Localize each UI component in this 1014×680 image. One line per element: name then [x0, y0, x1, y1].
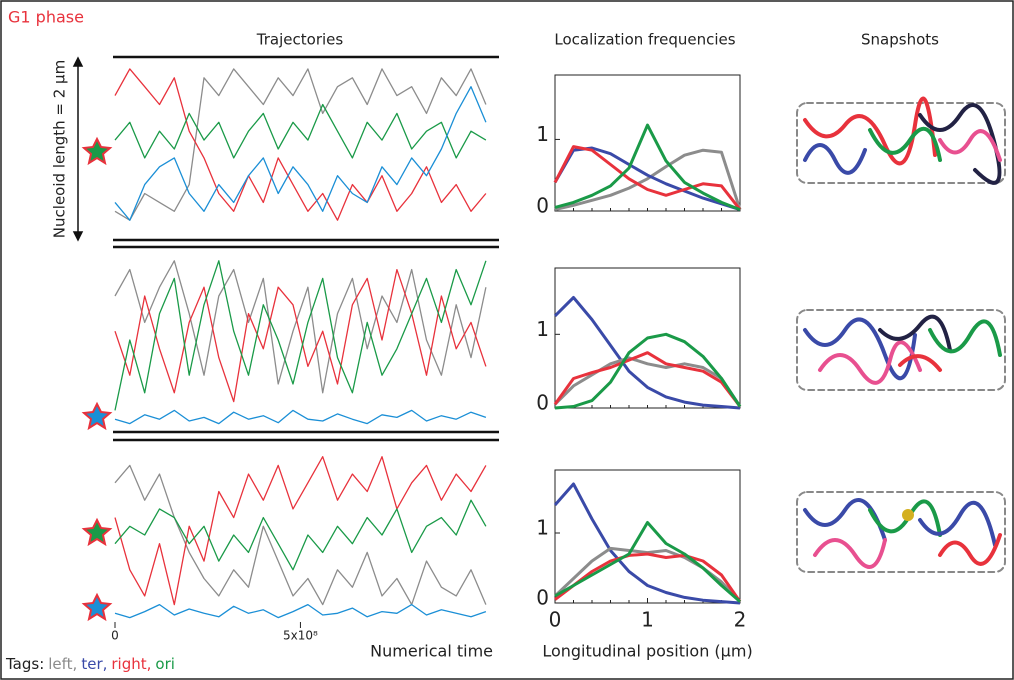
x-tick-label: 0	[549, 608, 562, 632]
trajectory	[114, 103, 487, 159]
figure-label: G1 phase	[8, 8, 84, 27]
y-tick-label: 1	[536, 122, 549, 146]
trajectory	[114, 499, 487, 571]
frequency-curve	[554, 123, 741, 211]
trajectory	[114, 456, 487, 606]
tag: ori	[155, 655, 175, 673]
x-tick-label: 0	[111, 629, 119, 643]
x-tick-label: 1	[641, 608, 654, 632]
trajectory	[114, 409, 487, 425]
frequency-curve	[553, 351, 742, 408]
trajectory	[114, 68, 487, 221]
y-tick-label: 1	[536, 317, 549, 341]
y-axis-label: Nucleoid length = 2 µm	[51, 60, 69, 238]
x-tick-label: 5x10⁸	[283, 629, 318, 643]
column-title: Trajectories	[256, 31, 344, 49]
y-tick-label: 0	[536, 194, 549, 218]
trajectory	[114, 260, 487, 394]
x-axis-label: Numerical time	[370, 642, 493, 661]
x-tick-label: 2	[734, 608, 747, 632]
length-arrow	[72, 56, 84, 242]
trajectory	[114, 603, 487, 619]
tag: right,	[111, 655, 151, 673]
anchor-stars	[81, 136, 113, 622]
frequency-curve	[554, 148, 742, 212]
tags-label: Tags:	[5, 655, 44, 673]
frequency-curve	[554, 332, 742, 410]
y-tick-label: 1	[536, 516, 549, 540]
column-title: Localization frequencies	[554, 31, 735, 49]
x-axis-label: Longitudinal position (µm)	[542, 642, 752, 661]
frequency-curve	[554, 521, 741, 603]
trajectory	[114, 68, 487, 221]
tag: left,	[48, 655, 77, 673]
snapshots	[796, 96, 1006, 573]
frequency-curve	[553, 356, 742, 408]
y-tick-label: 0	[536, 586, 549, 610]
tag: ter,	[81, 655, 107, 673]
panel-separators	[113, 55, 499, 442]
trajectory	[114, 268, 487, 403]
trajectory	[114, 86, 487, 221]
frequency-curve	[553, 482, 741, 605]
trajectory	[114, 260, 487, 411]
tags: Tags: left, ter, right, ori	[5, 655, 175, 673]
frequency-curve	[553, 296, 741, 410]
frequency-curve	[554, 552, 742, 603]
y-tick-label: 0	[536, 391, 549, 415]
frequency-curve	[553, 145, 742, 211]
column-title: Snapshots	[861, 31, 939, 49]
trajectory	[114, 464, 487, 606]
